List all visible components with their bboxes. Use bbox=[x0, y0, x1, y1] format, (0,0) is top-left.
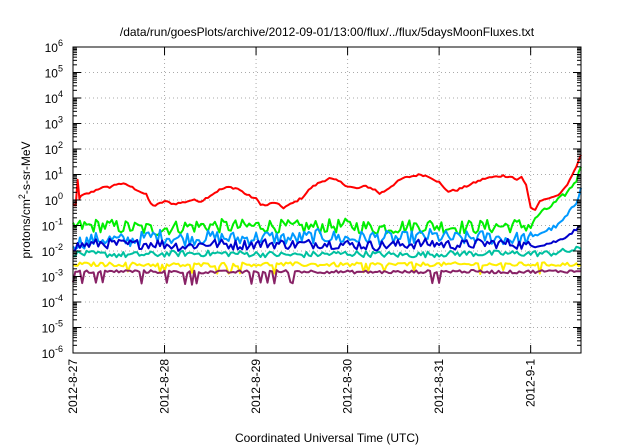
y-tick-label: 10-1 bbox=[42, 217, 63, 234]
series-line-5 bbox=[72, 245, 582, 259]
y-tick-label: 102 bbox=[45, 140, 63, 157]
x-tick-label: 2012-8-31 bbox=[432, 359, 446, 414]
chart-title: /data/run/goesPlots/archive/2012-09-01/1… bbox=[120, 25, 535, 39]
axis-ticks bbox=[72, 46, 581, 354]
x-tick-label: 2012-8-27 bbox=[66, 359, 80, 414]
series-line-4 bbox=[72, 224, 582, 252]
y-tick-label: 10-2 bbox=[42, 242, 63, 259]
y-tick-label: 101 bbox=[45, 166, 63, 183]
y-tick-labels: 10-6 10-5 10-4 10-3 10-2 10-1 100 101 102 103 104 1… bbox=[42, 38, 63, 361]
x-tick-label: 2012-8-29 bbox=[249, 359, 263, 414]
series-line-6 bbox=[72, 261, 582, 275]
series-line-1 bbox=[72, 154, 582, 211]
x-tick-label: 2012-8-28 bbox=[158, 359, 172, 414]
x-tick-labels: 2012-8-27 2012-8-28 2012-8-29 2012-8-30 2012… bbox=[66, 359, 538, 414]
x-axis-label: Coordinated Universal Time (UTC) bbox=[235, 431, 419, 445]
series-line-2 bbox=[72, 166, 582, 237]
y-tick-label: 103 bbox=[45, 115, 63, 132]
y-tick-label: 10-5 bbox=[42, 319, 63, 336]
y-axis-label: protons/cm2-s-sr-MeV bbox=[17, 141, 33, 258]
y-tick-label: 100 bbox=[45, 191, 63, 208]
y-tick-label: 10-3 bbox=[42, 268, 63, 285]
y-tick-label: 10-4 bbox=[42, 293, 63, 310]
y-tick-label: 104 bbox=[45, 89, 63, 106]
x-tick-label: 2012-9-1 bbox=[524, 359, 538, 407]
series-layer bbox=[72, 154, 582, 286]
y-tick-label: 106 bbox=[45, 38, 63, 55]
y-tick-label: 10-6 bbox=[42, 344, 63, 361]
x-tick-label: 2012-8-30 bbox=[341, 359, 355, 414]
series-line-3 bbox=[72, 187, 582, 251]
y-tick-label: 105 bbox=[45, 64, 63, 81]
series-line-7 bbox=[72, 269, 582, 286]
grid-lines bbox=[73, 47, 581, 353]
